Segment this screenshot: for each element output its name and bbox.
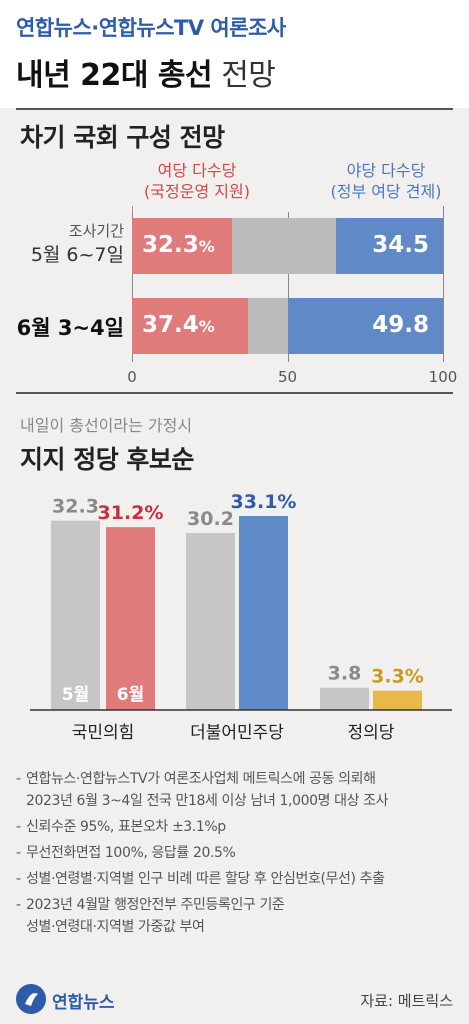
category-label: 정의당 [348,723,395,743]
legend-opposition-line1: 야당 다수당 [346,161,426,180]
section1-title: 차기 국회 구성 전망 [20,123,225,152]
bar-segment-opposition [288,298,443,354]
bar-may [320,687,369,710]
row-label-prefix: 조사기간 [68,222,124,240]
bar-value-june: 3.3% [371,666,424,688]
note-line: 신뢰수준 95%, 표본오차 ±3.1%p [26,819,226,835]
note-item: 무선전화면접 100%, 응답률 20.5% [16,842,456,864]
legend-opposition: 야당 다수당 (정부 여당 견제) [311,160,461,202]
legend-ruling-line2: (국정운영 지원) [144,182,250,201]
mid-divider [16,392,453,394]
note-line: 무선전화면접 100%, 응답률 20.5% [26,845,236,861]
note-item: 신뢰수준 95%, 표본오차 ±3.1%p [16,816,456,838]
logo-text: 연합뉴스 [52,993,115,1013]
bar-value-june: 31.2% [98,502,164,524]
bar-june [239,516,288,710]
x-axis-tick-line [287,212,289,362]
section2-title: 지지 정당 후보순 [20,445,194,474]
note-item: 연합뉴스·연합뉴스TV가 여론조사업체 메트릭스에 공동 의뢰해 2023년 6월… [16,768,456,812]
legend-ruling-line1: 여당 다수당 [157,161,237,180]
notes: 연합뉴스·연합뉴스TV가 여론조사업체 메트릭스에 공동 의뢰해 2023년 6월… [16,768,456,942]
top-divider [16,108,453,110]
bar-value-ruling: 37.4% [142,312,215,338]
source-line: 연합뉴스·연합뉴스TV 여론조사 [16,16,286,40]
bar-value-opposition: 49.8 [372,312,429,338]
bar-segment-ruling [132,298,249,354]
headline: 내년 22대 총선 전망 [16,50,276,94]
row-label: 5월 6~7일 [30,244,124,266]
note-line: 2023년 4월말 행정안전부 주민등록인구 기준 [26,897,285,913]
note-line: 성별·연령대·지역별 가중값 부여 [26,919,205,935]
legend-ruling: 여당 다수당 (국정운영 지원) [132,160,262,202]
bar-may [186,532,235,710]
note-line: 연합뉴스·연합뉴스TV가 여론조사업체 메트릭스에 공동 의뢰해 [26,771,376,787]
x-axis-tick-line [443,212,444,362]
header: 연합뉴스·연합뉴스TV 여론조사 내년 22대 총선 전망 [0,0,469,108]
bar-value-june: 33.1% [231,491,297,513]
section2-subtitle: 내일이 총선이라는 가정시 [20,416,193,435]
bar-segment-ruling [132,218,233,274]
row-label: 6월 3~4일 [16,316,124,340]
series-label-june: 6월 [117,685,144,705]
bar-value-may: 32.3 [52,496,99,518]
bar-segment-opposition [335,218,443,274]
bar-segment-neutral [232,218,336,274]
bar-june [373,690,422,710]
bar-value-unit: % [198,237,215,256]
note-line: 2023년 6월 3~4일 전국 만18세 이상 남녀 1,000명 대상 조사 [26,793,389,809]
category-label: 국민의힘 [72,723,135,743]
x-axis-tick-line [132,212,133,362]
series-label-may: 5월 [62,685,89,705]
source-credit: 자료: 메트릭스 [360,992,453,1010]
category-label: 더불어민주당 [190,723,284,743]
bar-value-ruling: 32.3% [142,232,215,258]
bar-june [106,527,155,710]
legend-opposition-line2: (정부 여당 견제) [330,182,442,201]
headline-light: 전망 [221,58,276,93]
bar-may [51,520,100,710]
headline-bold: 내년 22대 총선 [16,58,213,93]
bar-value-may: 30.2 [187,508,234,530]
x-axis-tick-label: 0 [127,368,137,386]
bar-value-opposition: 34.5 [372,232,429,258]
bar-value-unit: % [198,317,215,336]
x-axis-tick-label: 100 [428,368,458,386]
bar-value-may: 3.8 [328,663,362,685]
yonhap-logo-icon [16,984,46,1014]
note-line: 성별·연령별·지역별 인구 비례 따른 할당 후 안심번호(무선) 추출 [26,871,385,887]
x-axis-tick-label: 50 [277,368,298,386]
bar-segment-neutral [248,298,289,354]
note-item: 성별·연령별·지역별 인구 비례 따른 할당 후 안심번호(무선) 추출 [16,868,456,890]
